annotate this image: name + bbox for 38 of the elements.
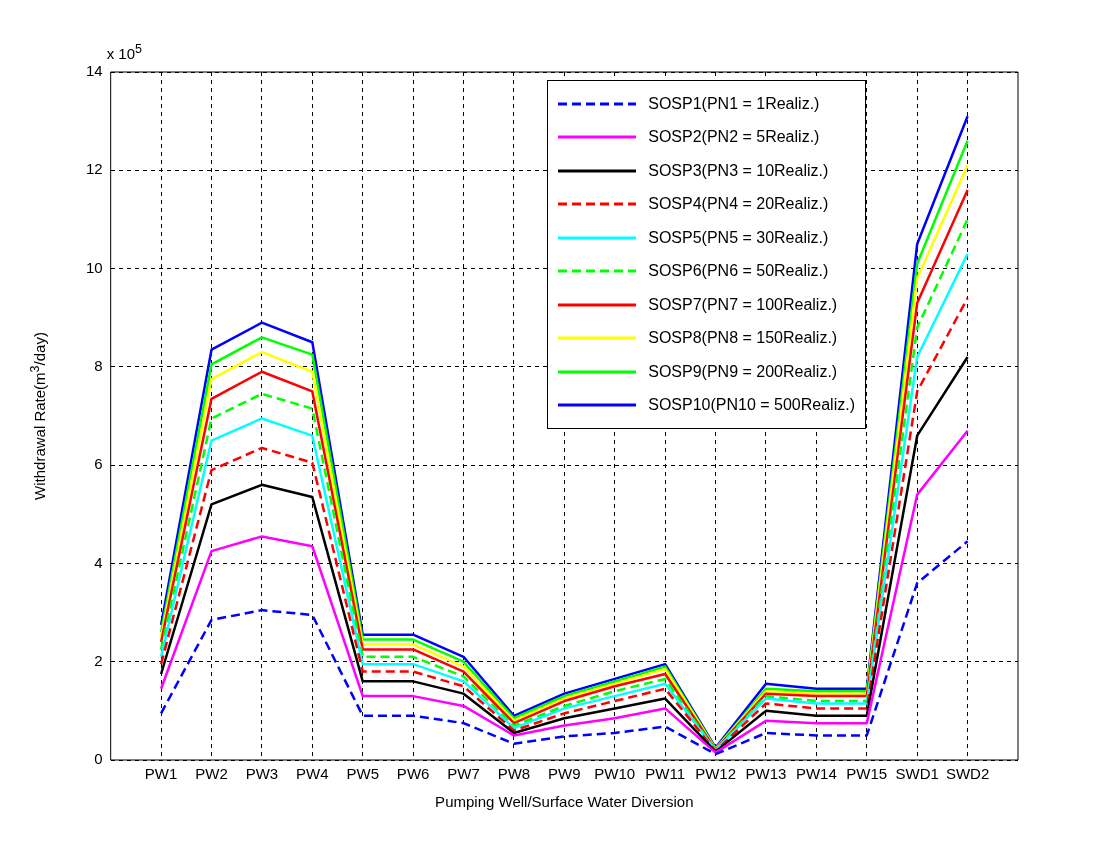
x-tick-label: PW6	[396, 765, 430, 783]
x-tick-label: PW9	[548, 765, 581, 783]
y-tick-label: 14	[86, 62, 103, 80]
legend-label: SOSP8(PN8 = 150Realiz.)	[648, 329, 838, 348]
y-tick-label: 8	[94, 357, 103, 374]
legend-label: SOSP3(PN3 = 10Realiz.)	[648, 161, 829, 180]
x-tick-label: PW12	[695, 765, 736, 783]
x-tick-label: PW13	[745, 765, 787, 783]
legend-label: SOSP9(PN9 = 200Realiz.)	[648, 362, 838, 381]
x-tick-label: PW11	[645, 765, 686, 783]
x-tick-label: PW5	[346, 765, 379, 783]
y-tick-label: 4	[94, 553, 103, 571]
text: x 10$^{5}$	[106, 42, 142, 62]
x-tick-label: PW2	[195, 765, 228, 783]
y-tick-label: 0	[94, 750, 103, 768]
y-tick-label: 10	[86, 258, 103, 276]
x-axis-title: Pumping Well/Surface Water Diversion	[435, 793, 694, 811]
x-tick-label: PW15	[846, 765, 888, 783]
x-tick-label: PW1	[144, 765, 178, 783]
legend-label: SOSP4(PN4 = 20Realiz.)	[648, 195, 829, 214]
legend-label: SOSP2(PN2 = 5Realiz.)	[648, 128, 820, 147]
x-tick-label: PW3	[245, 765, 279, 783]
y-tick-label: 2	[94, 651, 103, 669]
x-tick-label: PW10	[594, 765, 636, 783]
x-tick-label: PW4	[296, 765, 329, 783]
x-tick-label: PW7	[447, 765, 480, 783]
x-tick-label: SWD2	[945, 765, 990, 783]
legend-label: SOSP6(PN6 = 50Realiz.)	[648, 262, 829, 281]
x-tick-label: PW8	[497, 765, 531, 783]
x-tick-label: SWD1	[895, 765, 939, 783]
line-series	[159, 540, 969, 756]
y-tick-label: 12	[86, 160, 103, 178]
legend-label: SOSP1(PN1 = 1Realiz.)	[648, 94, 820, 113]
legend-label: SOSP7(PN7 = 100Realiz.)	[648, 295, 838, 314]
legend-label: SOSP10(PN10 = 500Realiz.)	[648, 396, 855, 415]
x-tick-label: PW14	[795, 765, 837, 783]
y-tick-label: 6	[94, 455, 103, 473]
legend-label: SOSP5(PN5 = 30Realiz.)	[648, 228, 829, 247]
